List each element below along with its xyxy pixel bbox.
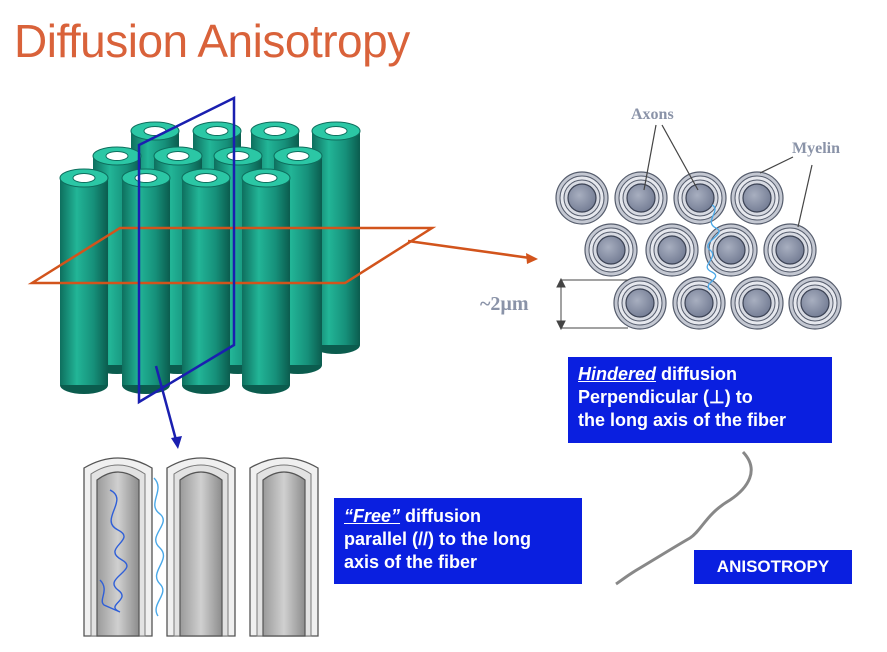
axons-pointer-lines — [643, 124, 699, 191]
axons-label: Axons — [631, 106, 674, 123]
hindered-line2: Perpendicular (⊥) to — [578, 387, 753, 407]
free-line2: parallel (//) to the long — [344, 529, 532, 549]
axon-1 — [614, 171, 668, 225]
axon-9 — [672, 276, 726, 330]
hindered-emphasis: Hindered — [578, 364, 657, 384]
hindered-line1: diffusion — [656, 364, 737, 384]
anisotropy-box: ANISOTROPY — [694, 550, 852, 584]
cylinder-2-3 — [241, 168, 291, 394]
axon-3 — [730, 171, 784, 225]
fiber-bundle-3d — [59, 121, 361, 394]
axon-11 — [788, 276, 842, 330]
free-line3: axis of the fiber — [344, 552, 478, 572]
axon-7 — [763, 223, 817, 277]
free-emphasis: “Free” — [344, 506, 401, 526]
axon-6 — [704, 223, 758, 277]
myelin-pointer-lines — [759, 156, 813, 228]
axon-8 — [613, 276, 667, 330]
longitudinal-fiber-0 — [83, 457, 153, 637]
axon-0 — [555, 171, 609, 225]
hindered-diffusion-box: Hindered diffusion Perpendicular (⊥) to … — [568, 357, 832, 443]
scale-bar — [556, 277, 628, 331]
scale-label: ~2µm — [480, 293, 529, 315]
arrow-to-cross-section — [407, 239, 538, 264]
hindered-diffusion-trace — [706, 204, 720, 291]
axon-2 — [673, 171, 727, 225]
anisotropy-brace — [615, 450, 753, 586]
cylinder-2-2 — [181, 168, 231, 394]
hindered-line3: the long axis of the fiber — [578, 410, 787, 430]
horizontal-plane — [27, 226, 437, 285]
longitudinal-fiber-1 — [166, 457, 236, 637]
myelin-label: Myelin — [792, 140, 840, 157]
axon-4 — [584, 223, 638, 277]
axon-10 — [730, 276, 784, 330]
axon-5 — [645, 223, 699, 277]
longitudinal-fiber-2 — [249, 457, 319, 637]
cylinder-2-1 — [121, 168, 171, 394]
free-diffusion-box: “Free” diffusion parallel (//) to the lo… — [334, 498, 582, 584]
arrow-to-longitudinal-section — [154, 365, 182, 449]
free-diffusion-trace-between — [153, 477, 165, 617]
page-title: Diffusion Anisotropy — [14, 15, 410, 67]
fiber-cross-section — [555, 171, 842, 330]
vertical-plane — [137, 95, 236, 405]
longitudinal-fibers — [83, 457, 319, 637]
free-line1: diffusion — [400, 506, 482, 526]
cylinder-2-0 — [59, 168, 109, 394]
free-diffusion-trace-inside — [99, 489, 128, 613]
